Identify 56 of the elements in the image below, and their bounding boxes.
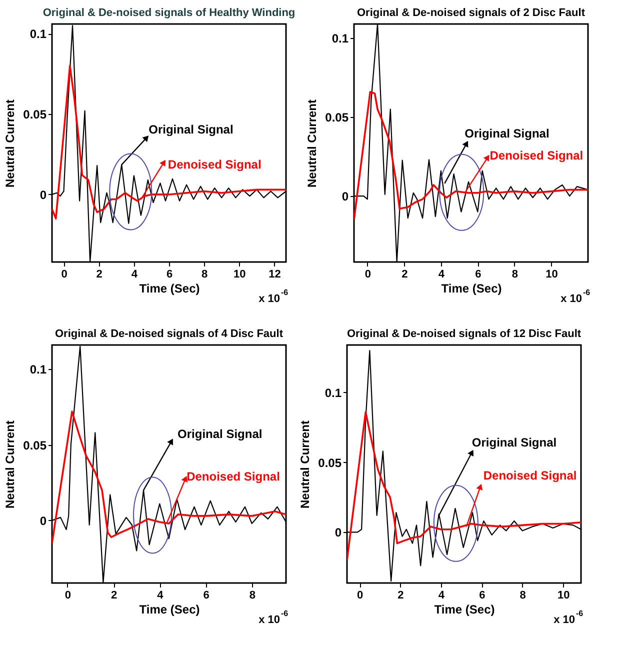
annotation: Denoised Signal (490, 148, 584, 162)
y-tick-label: 0.05 (325, 110, 349, 125)
annotation: Original Signal (178, 427, 262, 442)
chart-title: Original & De-noised signals of 12 Disc Fault (346, 328, 582, 340)
annotation: Original Signal (148, 122, 234, 137)
x-tick-label: 2 (96, 268, 102, 280)
y-tick-label: 0 (334, 526, 342, 540)
x-tick-label: 10 (546, 268, 558, 280)
y-tick-label: 0.1 (30, 362, 47, 377)
x-tick-label: 4 (131, 268, 138, 280)
x-tick-label: 2 (110, 590, 118, 602)
y-tick-label: 0.1 (30, 27, 47, 42)
x-tick-label: 0 (356, 590, 364, 602)
x-tick-label: 8 (202, 268, 208, 280)
x-axis-title: Time (Sec) (139, 282, 200, 296)
y-tick-label: 0 (40, 188, 47, 202)
y-tick-label: 0.05 (23, 108, 47, 122)
x-tick-label: 2 (402, 268, 408, 280)
x-axis-title: Time (Sec) (139, 602, 200, 616)
y-tick-label: 0.05 (318, 456, 342, 470)
x-tick-label: 4 (438, 590, 446, 602)
x-tick-label: 6 (475, 268, 482, 280)
y-axis-title: Neutral Current (298, 420, 312, 509)
y-axis-title: Neutral Current (3, 99, 18, 188)
x-tick-label: 12 (268, 268, 281, 280)
x-tick-label: 2 (398, 590, 404, 602)
x-tick-label: 6 (203, 590, 210, 602)
x-tick-label: 0 (64, 590, 72, 602)
x-tick-label: 8 (249, 590, 256, 602)
annotation: Original Signal (472, 435, 557, 450)
y-tick-label: 0 (40, 514, 47, 528)
x-axis-title: Time (Sec) (441, 282, 502, 296)
y-tick-label: 0.1 (324, 386, 342, 400)
chart-title: Original & De-noised signals of Healthy Winding (42, 7, 296, 19)
y-tick-label: 0.1 (332, 32, 349, 46)
annotation: Original Signal (464, 126, 550, 140)
y-tick-label: 0.05 (23, 438, 47, 452)
annotation: Denoised Signal (168, 157, 262, 172)
annotation: Denoised Signal (186, 470, 280, 484)
x-tick-label: 4 (438, 268, 446, 280)
x-tick-label: 8 (512, 268, 518, 280)
chart-title: Original & De-noised signals of 2 Disc Fault (357, 7, 586, 19)
x-tick-label: 10 (234, 268, 246, 280)
y-axis-title: Neutral Current (305, 99, 320, 188)
x-axis-title: Time (Sec) (434, 602, 495, 616)
x-tick-label: 6 (166, 268, 173, 280)
y-tick-label: 0 (342, 190, 349, 204)
x-tick-label: 10 (557, 590, 570, 602)
y-axis-title: Neutral Current (3, 420, 18, 509)
x-tick-label: 0 (364, 268, 371, 280)
x-tick-label: 0 (61, 268, 68, 280)
annotation: Denoised Signal (483, 468, 577, 483)
chart-title: Original & De-noised signals of 4 Disc Fault (55, 328, 284, 340)
x-tick-label: 8 (520, 590, 526, 602)
x-tick-label: 4 (157, 590, 164, 602)
x-tick-label: 6 (479, 590, 486, 602)
